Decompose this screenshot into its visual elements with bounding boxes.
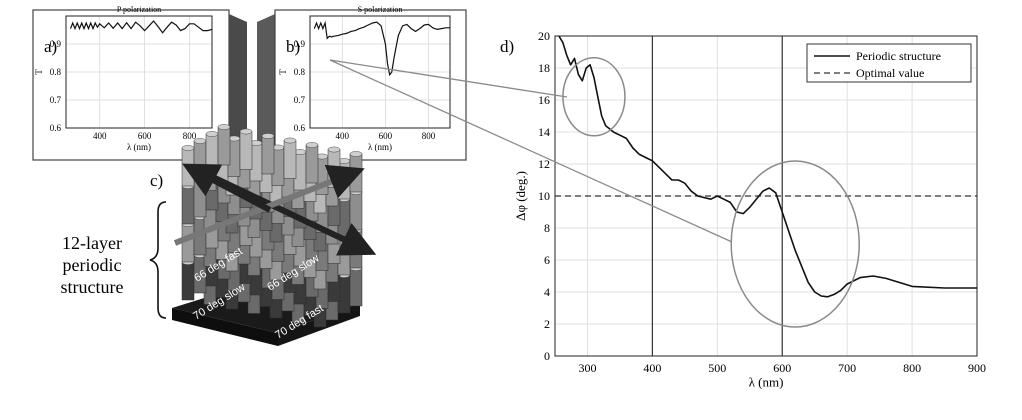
y-tick-label: 8 [544,221,550,235]
y-tick-label: 12 [538,157,550,171]
pillar-top [261,133,275,139]
structure-label-line-3: structure [61,277,124,297]
structure-label-line-2: periodic [63,255,122,275]
x-tick-label: 400 [93,131,107,141]
structure-label: 12-layer periodic structure [61,233,124,297]
y-tick-label: 6 [544,253,550,267]
x-tick-label: 900 [968,361,986,375]
x-tick-label: 800 [422,131,436,141]
slow-axis-arrow [173,164,365,246]
fast-axis-arrow [196,167,377,256]
y-tick-label: 0.9 [50,39,62,49]
y-tick-label: 0.6 [50,123,62,133]
x-tick-label: 800 [183,131,197,141]
connector-line-1 [329,59,568,98]
x-tick-label: 600 [379,131,393,141]
y-tick-label: 2 [544,317,550,331]
pillar [239,131,253,170]
pillar [261,135,275,175]
chart-s-polarization: 400 600 800 0.6 0.7 0.8 0.9 S polarization λ (nm… [278,5,451,152]
y-tick-label: 18 [538,61,550,75]
series-line-p [69,20,213,34]
panel-label-d: d) [500,37,514,56]
chart-title: P polarization [117,5,161,14]
panel-label-b: b) [286,37,300,56]
pillar [181,147,195,187]
x-tick-label: 800 [903,361,921,375]
y-tick-label: 10 [538,189,550,203]
series-periodic-structure [558,35,977,298]
pillar [181,185,195,225]
pillar-top [181,145,195,151]
pillar-top [349,151,363,157]
pillar-top [239,128,253,135]
legend: Periodic structure Optimal value [806,43,972,83]
panel-label-c: c) [150,171,163,190]
fast-axis-arrow-back [182,163,272,213]
y-tick-label: 0.7 [50,95,62,105]
y-axis-label: T [278,69,288,75]
x-tick-label: 600 [773,361,791,375]
pillar [349,229,363,269]
x-axis-label: λ (nm) [749,374,784,389]
inset-side-b [257,14,275,160]
pillar-top [305,142,319,148]
series-line-s [313,20,450,77]
y-tick-label: 14 [538,125,550,139]
x-tick-label: 500 [708,361,726,375]
y-tick-label: 4 [544,285,550,299]
y-tick-label: 0.6 [294,123,306,133]
x-axis-label: λ (nm) [368,142,392,152]
inset-side-a [229,14,247,160]
highlight-ellipse-2 [730,160,860,328]
pillar [181,261,195,301]
x-tick-label: 400 [643,361,661,375]
structure-label-line-1: 12-layer [62,233,122,253]
pillar-top [283,137,297,144]
legend-entry-optimal: Optimal value [856,66,924,80]
x-tick-label: 300 [578,361,596,375]
structure-bracket [149,201,167,319]
plot-frame [309,15,451,129]
y-tick-label: 20 [538,29,550,43]
pillar [181,223,195,263]
chart-title: S polarization [358,5,403,14]
pillar-top [205,131,219,137]
y-axis-label: T [34,69,44,75]
pillar-top [327,146,341,153]
periodic-structure-illustration: 66 deg fast 66 deg slow 70 deg slow 70 d… [172,124,377,346]
panel-label-a: a) [44,37,57,56]
pillar [283,140,297,179]
connector-line-2 [329,59,733,243]
y-tick-label: 0.9 [294,39,306,49]
pillar [349,153,363,193]
pillar [217,126,231,166]
y-tick-label: 0 [544,349,550,363]
x-tick-label: 600 [138,131,152,141]
x-tick-label: 400 [336,131,350,141]
pillar [349,191,363,231]
pillar-array [181,124,363,328]
x-axis-label: λ (nm) [127,142,151,152]
pillar-top [217,124,231,130]
pillar [205,133,219,173]
y-tick-label: 0.8 [50,67,62,77]
y-tick-label: 16 [538,93,550,107]
chart-p-polarization: 400 600 800 0.6 0.7 0.8 0.9 P polarization λ (nm… [34,5,213,152]
legend-box [806,43,972,83]
y-axis-label: Δφ (deg.) [513,171,528,221]
pillar [349,267,363,307]
plot-frame [65,15,213,129]
pillar [305,144,319,184]
y-tick-label: 0.7 [294,95,306,105]
y-tick-label: 0.8 [294,67,306,77]
legend-entry-periodic: Periodic structure [856,49,941,63]
substrate-front [172,308,278,346]
chart-phase-retardation: 300 400 500 600 700 800 900 0 2 4 6 8 10 12 14 16 18 20 λ … [513,29,986,389]
pillar-top [193,138,207,144]
x-tick-label: 700 [838,361,856,375]
